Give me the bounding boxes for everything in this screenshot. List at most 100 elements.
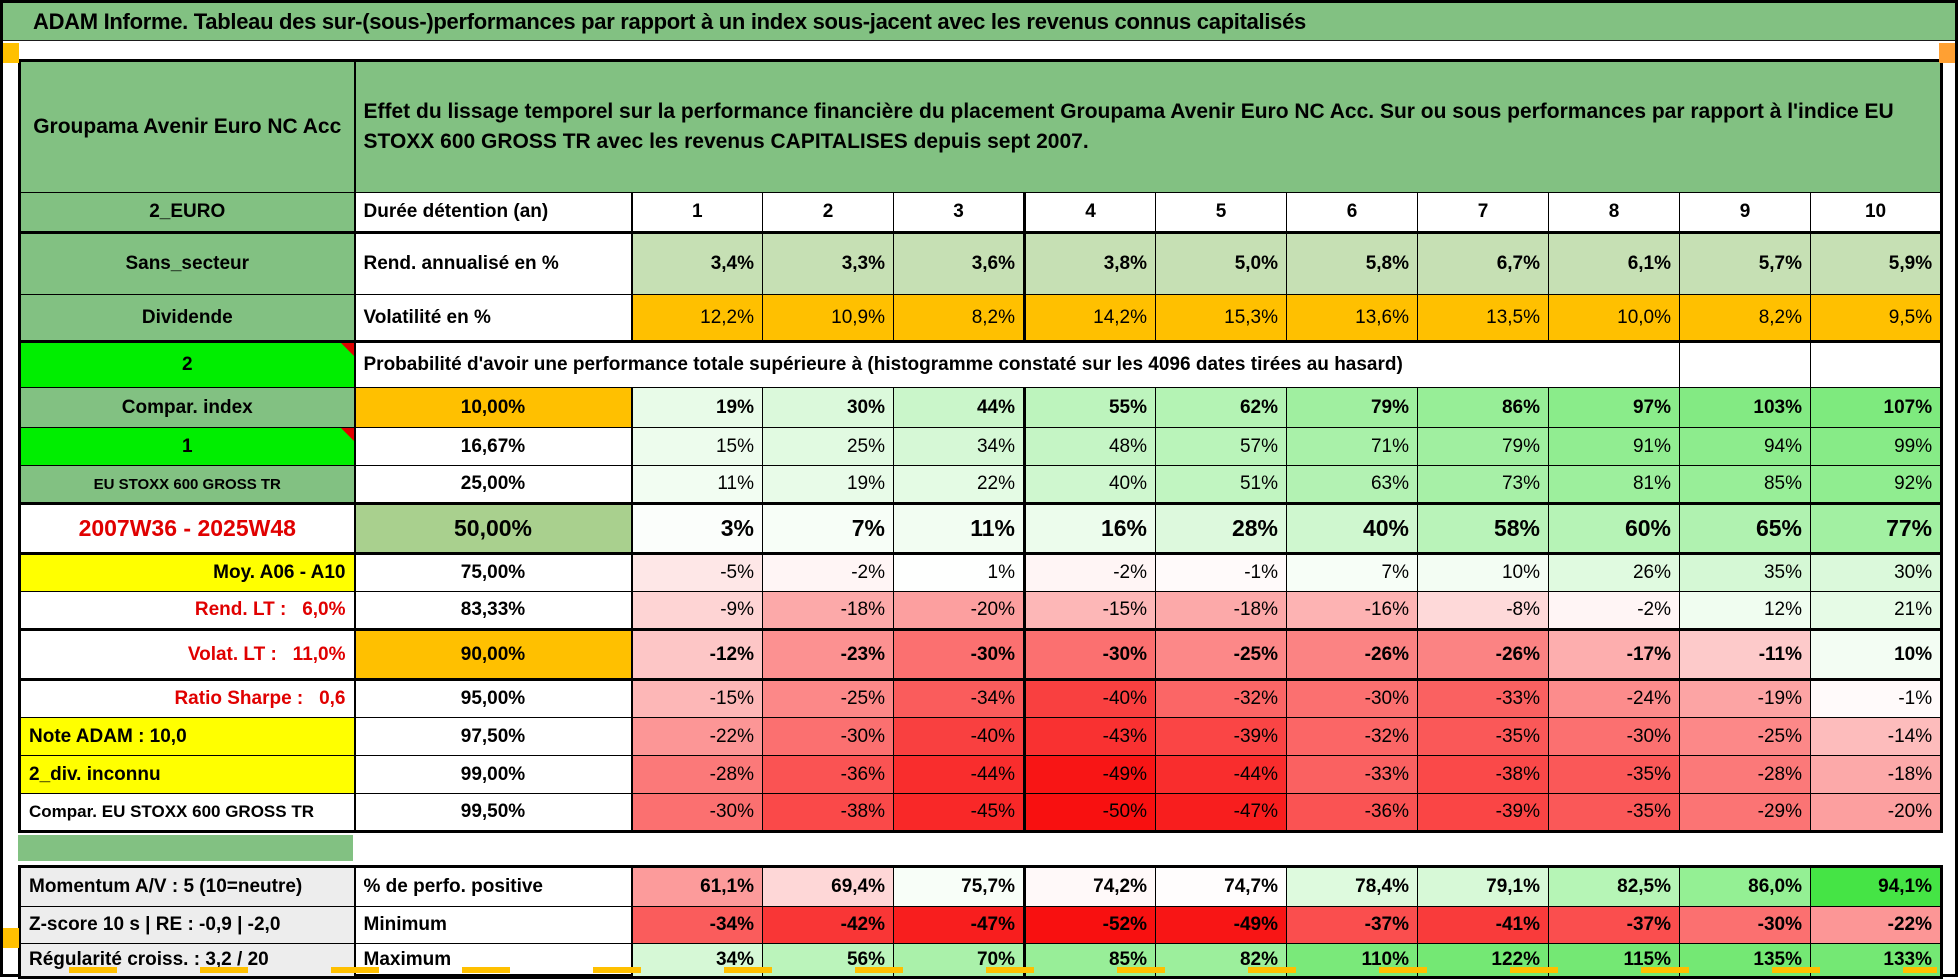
prob-value[interactable]: 60% bbox=[1548, 502, 1680, 555]
row-label[interactable]: Ratio Sharpe : 0,6 bbox=[19, 679, 355, 718]
prob-value[interactable]: 21% bbox=[1809, 591, 1943, 630]
duration-col-4[interactable]: 4 bbox=[1023, 192, 1156, 234]
summary-value[interactable]: -30% bbox=[1679, 906, 1811, 944]
summary-value[interactable]: 94,1% bbox=[1810, 866, 1942, 907]
summary-value[interactable]: 74,2% bbox=[1023, 866, 1156, 907]
rend-label[interactable]: Rend. annualisé en % bbox=[353, 232, 632, 295]
row-label[interactable]: Dividende bbox=[19, 294, 355, 343]
vol-label[interactable]: Volatilité en % bbox=[353, 294, 632, 343]
prob-value[interactable]: -25% bbox=[762, 679, 894, 718]
prob-value[interactable]: -2% bbox=[762, 553, 894, 592]
vol-value[interactable]: 8,2% bbox=[893, 294, 1025, 343]
prob-threshold[interactable]: 90,00% bbox=[353, 628, 632, 681]
prob-value[interactable]: -25% bbox=[1679, 717, 1811, 756]
prob-threshold[interactable]: 16,67% bbox=[353, 427, 632, 466]
prob-value[interactable]: -15% bbox=[630, 679, 763, 718]
row-label[interactable]: Compar. index bbox=[19, 387, 355, 428]
summary-value[interactable]: 78,4% bbox=[1286, 866, 1418, 907]
row-label[interactable]: EU STOXX 600 GROSS TR bbox=[19, 465, 355, 504]
empty-cell[interactable] bbox=[1679, 341, 1811, 388]
prob-value[interactable]: -24% bbox=[1548, 679, 1680, 718]
prob-threshold[interactable]: 83,33% bbox=[353, 591, 632, 630]
duration-col-9[interactable]: 9 bbox=[1679, 192, 1811, 234]
prob-value[interactable]: -33% bbox=[1417, 679, 1549, 718]
prob-value[interactable]: -32% bbox=[1286, 717, 1418, 756]
duration-col-7[interactable]: 7 bbox=[1417, 192, 1549, 234]
summary-value[interactable]: -49% bbox=[1155, 906, 1287, 944]
rend-value[interactable]: 3,3% bbox=[762, 232, 894, 295]
prob-caption[interactable]: Probabilité d'avoir une performance tota… bbox=[353, 341, 1680, 388]
prob-value[interactable]: -44% bbox=[1155, 755, 1287, 794]
prob-value[interactable]: -11% bbox=[1679, 628, 1811, 681]
prob-value[interactable]: -30% bbox=[1286, 679, 1418, 718]
prob-value[interactable]: -8% bbox=[1417, 591, 1549, 630]
prob-value[interactable]: 71% bbox=[1286, 427, 1418, 466]
prob-value[interactable]: -44% bbox=[893, 755, 1025, 794]
prob-value[interactable]: 11% bbox=[630, 465, 763, 504]
prob-value[interactable]: -33% bbox=[1286, 755, 1418, 794]
prob-value[interactable]: 81% bbox=[1548, 465, 1680, 504]
duration-col-6[interactable]: 6 bbox=[1286, 192, 1418, 234]
row-label[interactable]: Sans_secteur bbox=[19, 232, 355, 295]
prob-threshold[interactable]: 25,00% bbox=[353, 465, 632, 504]
prob-value[interactable]: 40% bbox=[1286, 502, 1418, 555]
rend-value[interactable]: 5,7% bbox=[1679, 232, 1811, 295]
prob-value[interactable]: 58% bbox=[1417, 502, 1549, 555]
prob-value[interactable]: -30% bbox=[1548, 717, 1680, 756]
rend-value[interactable]: 3,6% bbox=[893, 232, 1025, 295]
summary-value[interactable]: 86,0% bbox=[1679, 866, 1811, 907]
rend-value[interactable]: 5,0% bbox=[1155, 232, 1287, 295]
prob-value[interactable]: 35% bbox=[1679, 553, 1811, 592]
prob-value[interactable]: 1% bbox=[893, 553, 1025, 592]
prob-threshold[interactable]: 99,00% bbox=[353, 755, 632, 794]
prob-value[interactable]: 12% bbox=[1679, 591, 1811, 630]
prob-value[interactable]: 19% bbox=[762, 465, 894, 504]
prob-value[interactable]: -2% bbox=[1548, 591, 1680, 630]
duration-col-1[interactable]: 1 bbox=[630, 192, 763, 234]
summary-value[interactable]: 61,1% bbox=[630, 866, 763, 907]
rend-value[interactable]: 6,7% bbox=[1417, 232, 1549, 295]
duration-col-10[interactable]: 10 bbox=[1809, 192, 1943, 234]
rend-value[interactable]: 3,4% bbox=[630, 232, 763, 295]
prob-value[interactable]: -40% bbox=[893, 717, 1025, 756]
prob-value[interactable]: 10% bbox=[1809, 628, 1943, 681]
prob-value[interactable]: 86% bbox=[1417, 387, 1549, 428]
prob-value[interactable]: -23% bbox=[762, 628, 894, 681]
prob-value[interactable]: 15% bbox=[630, 427, 763, 466]
duration-label[interactable]: Durée détention (an) bbox=[353, 192, 632, 234]
prob-value[interactable]: -18% bbox=[1155, 591, 1287, 630]
prob-value[interactable]: 11% bbox=[893, 502, 1025, 555]
prob-value[interactable]: -17% bbox=[1548, 628, 1680, 681]
vol-value[interactable]: 8,2% bbox=[1679, 294, 1811, 343]
prob-value[interactable]: 65% bbox=[1679, 502, 1811, 555]
prob-value[interactable]: -1% bbox=[1809, 679, 1943, 718]
prob-value[interactable]: -49% bbox=[1023, 755, 1156, 794]
summary-value[interactable]: -37% bbox=[1548, 906, 1680, 944]
prob-value[interactable]: -12% bbox=[630, 628, 763, 681]
row-label[interactable]: 2007W36 - 2025W48 bbox=[19, 502, 355, 555]
prob-value[interactable]: -26% bbox=[1417, 628, 1549, 681]
prob-value[interactable]: -35% bbox=[1417, 717, 1549, 756]
prob-value[interactable]: 28% bbox=[1155, 502, 1287, 555]
prob-value[interactable]: -47% bbox=[1155, 793, 1287, 832]
summary-value[interactable]: 69,4% bbox=[762, 866, 894, 907]
row-label[interactable]: 2_EURO bbox=[19, 192, 355, 234]
prob-value[interactable]: 63% bbox=[1286, 465, 1418, 504]
duration-col-8[interactable]: 8 bbox=[1548, 192, 1680, 234]
prob-value[interactable]: 77% bbox=[1809, 502, 1943, 555]
prob-value[interactable]: -30% bbox=[630, 793, 763, 832]
prob-value[interactable]: 99% bbox=[1809, 427, 1943, 466]
row-label[interactable]: 2 bbox=[19, 341, 355, 388]
prob-value[interactable]: -39% bbox=[1417, 793, 1549, 832]
prob-value[interactable]: 55% bbox=[1023, 387, 1156, 428]
prob-value[interactable]: 34% bbox=[893, 427, 1025, 466]
duration-col-5[interactable]: 5 bbox=[1155, 192, 1287, 234]
empty-cell[interactable] bbox=[1809, 341, 1943, 388]
prob-value[interactable]: 103% bbox=[1679, 387, 1811, 428]
prob-value[interactable]: -20% bbox=[1809, 793, 1943, 832]
prob-value[interactable]: -35% bbox=[1548, 793, 1680, 832]
prob-value[interactable]: -14% bbox=[1809, 717, 1943, 756]
prob-value[interactable]: -43% bbox=[1023, 717, 1156, 756]
prob-value[interactable]: 30% bbox=[762, 387, 894, 428]
prob-value[interactable]: 79% bbox=[1286, 387, 1418, 428]
